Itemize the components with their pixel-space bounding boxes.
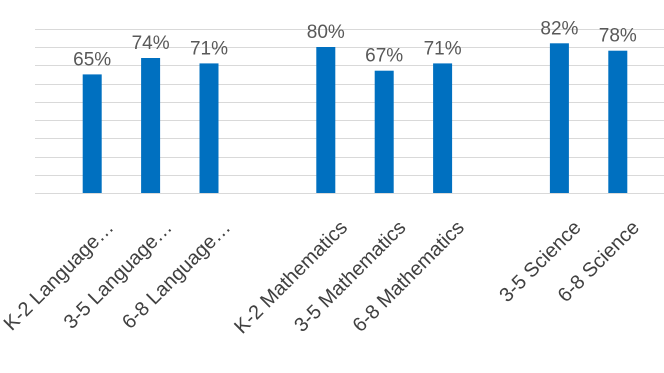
bar-5 [316, 47, 336, 193]
data-label-5: 80% [307, 22, 345, 43]
data-label-10: 78% [599, 26, 637, 47]
data-label-2: 74% [132, 33, 170, 54]
bar-9 [549, 43, 569, 193]
bar-2 [141, 58, 161, 193]
bar-1 [82, 74, 102, 193]
data-label-9: 82% [540, 18, 578, 39]
data-label-7: 71% [424, 38, 462, 59]
x-tick-label-7: 6-8 Mathematics [349, 217, 469, 337]
x-tick-label-2: 3-5 Language… [60, 217, 177, 334]
x-tick-label-3: 6-8 Language… [118, 217, 235, 334]
bar-7 [433, 63, 453, 194]
bar-10 [608, 50, 628, 194]
data-label-6: 67% [365, 46, 403, 67]
data-label-1: 65% [73, 49, 111, 70]
data-labels: 65% 74% 71% 80% 67% 71% 82% 78% [73, 18, 637, 70]
bars [82, 43, 628, 194]
bar-6 [374, 70, 394, 193]
data-label-3: 71% [190, 38, 228, 59]
gridlines [35, 29, 664, 194]
bar-3 [199, 63, 219, 194]
x-tick-labels: K-2 Language…3-5 Language…6-8 Language…K… [0, 217, 644, 339]
